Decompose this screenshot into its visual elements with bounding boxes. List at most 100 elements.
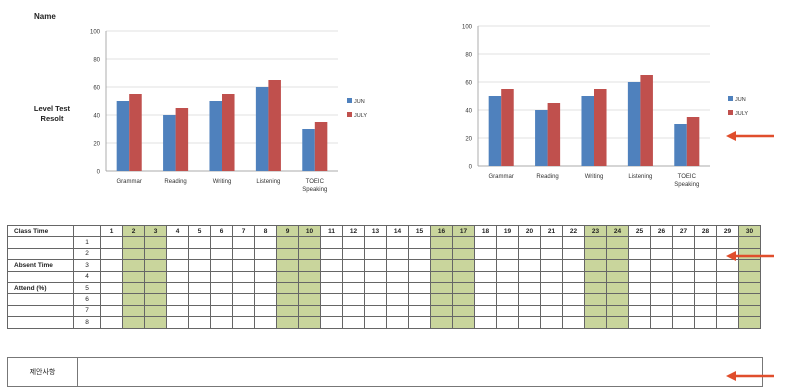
attendance-cell	[650, 281, 673, 295]
attendance-cell	[100, 281, 123, 295]
x-tick-label: Listening	[256, 179, 280, 185]
attendance-cell	[408, 316, 431, 329]
attendance-cell	[628, 236, 651, 249]
attendance-cell	[408, 247, 431, 261]
attendance-cell	[496, 259, 519, 272]
attendance-cell	[144, 259, 167, 272]
attendance-cell	[562, 281, 585, 295]
day-header: 12	[342, 224, 365, 238]
level-test-label-line2: Resolt	[40, 114, 64, 123]
bar-jun	[674, 124, 687, 166]
attendance-cell	[166, 270, 189, 283]
attendance-cell	[672, 304, 695, 318]
attendance-cell	[320, 247, 343, 261]
attendance-cell	[628, 293, 651, 306]
attendance-cell	[474, 316, 497, 329]
attendance-cell	[672, 259, 695, 272]
attendance-cell	[496, 247, 519, 261]
period-number: 2	[73, 247, 101, 261]
attendance-cell	[452, 304, 475, 318]
bar-july	[547, 103, 561, 166]
attendance-cell	[144, 247, 167, 261]
attendance-cell	[584, 236, 607, 249]
attendance-cell	[144, 316, 167, 329]
day-header: 9	[276, 224, 299, 238]
y-tick-label: 80	[93, 58, 100, 64]
attendance-cell	[672, 316, 695, 329]
attendance-cell	[144, 281, 167, 295]
attendance-cell	[694, 316, 717, 329]
attendance-cell	[562, 247, 585, 261]
attendance-cell	[474, 281, 497, 295]
attendance-cell	[584, 247, 607, 261]
period-number: 7	[73, 304, 101, 318]
attendance-cell	[474, 293, 497, 306]
attendance-cell	[628, 270, 651, 283]
attendance-cell	[166, 316, 189, 329]
day-header: 10	[298, 224, 321, 238]
attendance-cell	[452, 270, 475, 283]
attendance-cell	[694, 236, 717, 249]
day-header: 1	[100, 224, 123, 238]
period-number: 6	[73, 293, 101, 306]
attendance-cell	[518, 270, 541, 283]
grid-row: 1	[7, 236, 761, 249]
attendance-cell	[452, 316, 475, 329]
y-tick-label: 0	[97, 170, 101, 176]
attendance-cell	[716, 281, 739, 295]
attendance-cell	[650, 293, 673, 306]
bar-july	[175, 108, 189, 171]
attendance-cell	[518, 247, 541, 261]
period-number: 3	[73, 259, 101, 272]
attendance-grid: Class Time 1 2 3 4 5 6 7 8 9 10 11 12 13 14 15 16 17 18 19 2…	[7, 224, 761, 329]
attendance-cell	[276, 236, 299, 249]
day-header: 13	[364, 224, 387, 238]
attendance-cell	[122, 236, 145, 249]
attendance-cell	[716, 316, 739, 329]
attendance-cell	[738, 281, 761, 295]
attendance-cell	[210, 304, 233, 318]
attendance-cell	[144, 270, 167, 283]
attendance-cell	[562, 316, 585, 329]
attendance-cell	[716, 293, 739, 306]
attendance-cell	[188, 316, 211, 329]
attendance-cell	[606, 270, 629, 283]
grid-row: Attend (%) 5	[7, 281, 761, 295]
y-tick-label: 100	[90, 30, 101, 36]
attendance-cell	[232, 270, 255, 283]
attendance-cell	[584, 304, 607, 318]
attendance-cell	[166, 236, 189, 249]
class-time-label: Class Time	[7, 224, 74, 238]
attendance-cell	[650, 270, 673, 283]
attendance-cell	[298, 236, 321, 249]
attendance-cell	[474, 259, 497, 272]
attendance-cell	[386, 259, 409, 272]
attendance-cell	[144, 304, 167, 318]
attendance-cell	[276, 259, 299, 272]
day-header: 6	[210, 224, 233, 238]
grid-label-cell	[7, 236, 74, 249]
attendance-cell	[540, 270, 563, 283]
x-tick-label: Writing	[213, 179, 232, 185]
attendance-cell	[694, 293, 717, 306]
attendance-cell	[606, 304, 629, 318]
attendance-cell	[342, 281, 365, 295]
attendance-cell	[364, 270, 387, 283]
attendance-cell	[694, 259, 717, 272]
period-number: 8	[73, 316, 101, 329]
attendance-cell	[210, 281, 233, 295]
attendance-cell	[276, 281, 299, 295]
attendance-cell	[364, 316, 387, 329]
attendance-cell	[606, 293, 629, 306]
legend-swatch	[728, 96, 733, 101]
attendance-cell	[364, 236, 387, 249]
day-header: 7	[232, 224, 255, 238]
grid-row: 6	[7, 293, 761, 306]
attendance-cell	[738, 316, 761, 329]
attendance-cell	[100, 236, 123, 249]
attendance-cell	[320, 236, 343, 249]
attendance-cell	[496, 236, 519, 249]
grid-header-blank	[73, 224, 101, 238]
attendance-cell	[672, 247, 695, 261]
attendance-cell	[232, 247, 255, 261]
